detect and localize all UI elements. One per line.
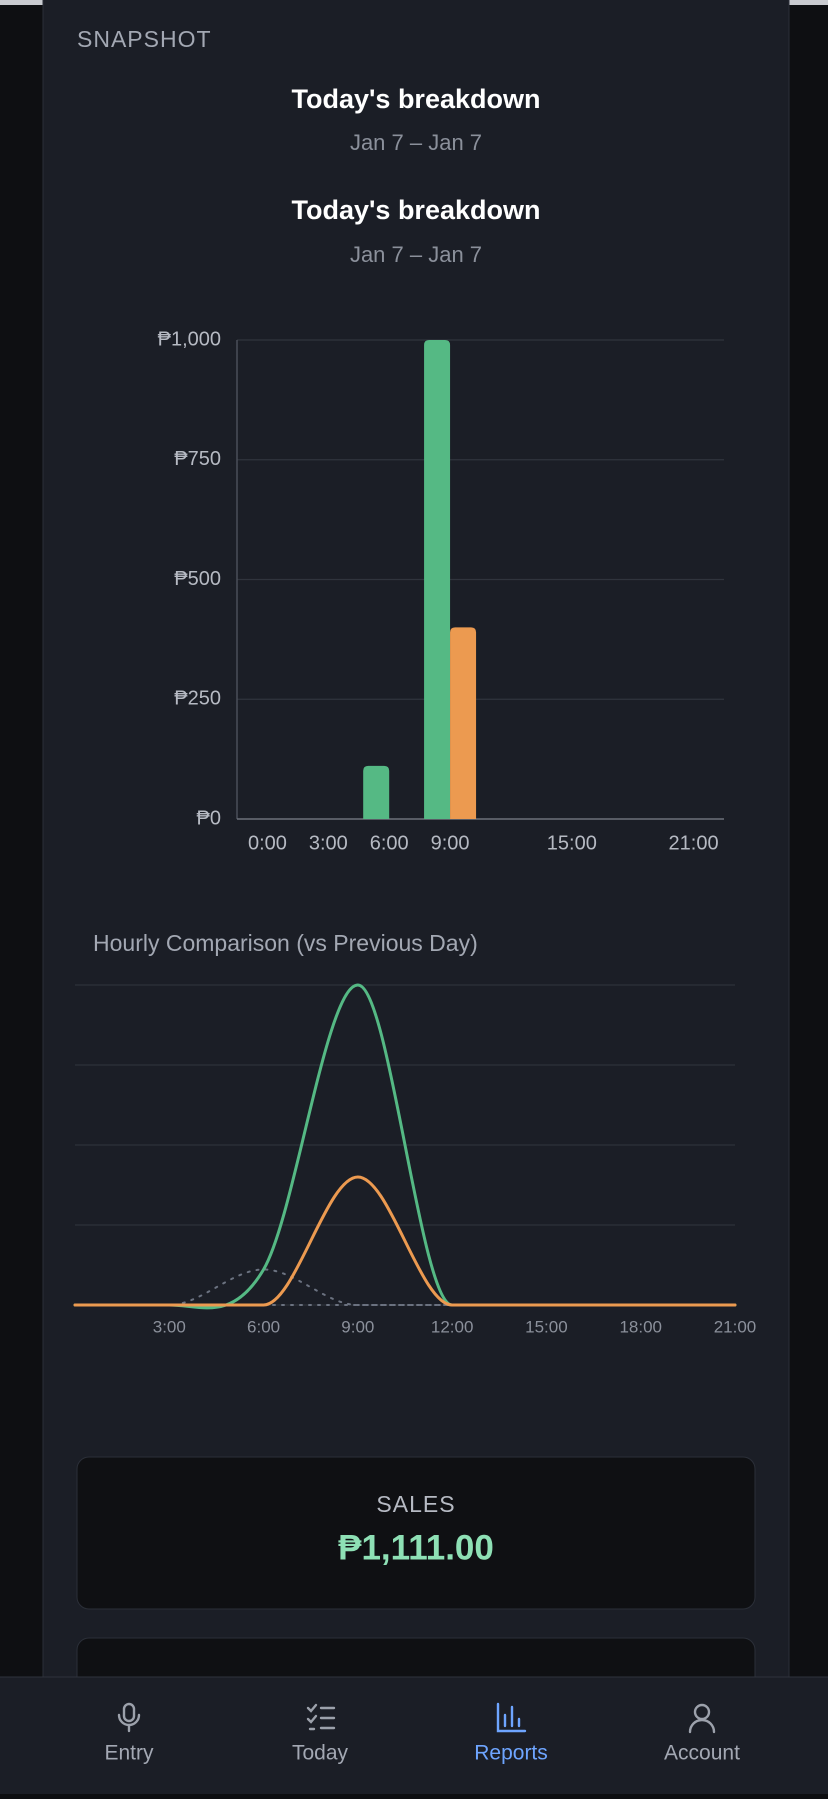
bar (424, 340, 451, 819)
y-tick-label: ₱250 (174, 688, 221, 710)
y-tick-label: ₱500 (174, 568, 221, 590)
chart-subtitle: Jan 7 – Jan 7 (350, 242, 482, 267)
x-tick-label: 21:00 (714, 1317, 757, 1336)
x-tick-label: 15:00 (525, 1317, 568, 1336)
x-tick-label: 6:00 (247, 1317, 280, 1336)
nav-label[interactable]: Account (664, 1742, 740, 1765)
nav-icons (117, 1702, 716, 1734)
sales-card (76, 1456, 756, 1610)
x-tick-label: 12:00 (431, 1317, 474, 1336)
x-tick-label: 3:00 (309, 832, 348, 854)
x-tick-label: 9:00 (431, 832, 470, 854)
x-tick-label: 18:00 (619, 1317, 662, 1336)
nav-label[interactable]: Reports (474, 1742, 548, 1765)
heading-subtitle: Jan 7 – Jan 7 (350, 130, 482, 155)
x-tick-label: 0:00 (248, 832, 287, 854)
list-icon (306, 1703, 336, 1731)
nav-label[interactable]: Entry (104, 1742, 154, 1765)
nav-bar (0, 1677, 828, 1794)
y-tick-label: ₱1,000 (158, 328, 221, 350)
sales-label: SALES (376, 1491, 455, 1517)
x-tick-label: 6:00 (370, 832, 409, 854)
chart-title: Today's breakdown (292, 195, 541, 225)
y-tick-label: ₱750 (174, 448, 221, 470)
x-tick-label: 3:00 (153, 1317, 186, 1336)
sales-value: ₱1,111.00 (338, 1528, 494, 1567)
chart-title: Hourly Comparison (vs Previous Day) (93, 930, 478, 956)
mic-icon (117, 1702, 141, 1733)
x-tick-label: 15:00 (547, 832, 597, 854)
chart-icon (496, 1702, 527, 1733)
bar (363, 765, 390, 819)
user-icon (688, 1703, 716, 1734)
heading-title: Today's breakdown (292, 84, 541, 114)
series-line (73, 1175, 737, 1307)
y-tick-label: ₱0 (197, 807, 221, 829)
x-tick-label: 21:00 (669, 832, 719, 854)
section-label: SNAPSHOT (77, 26, 212, 52)
x-tick-label: 9:00 (341, 1317, 374, 1336)
bar (450, 627, 477, 819)
nav-label[interactable]: Today (292, 1742, 349, 1765)
